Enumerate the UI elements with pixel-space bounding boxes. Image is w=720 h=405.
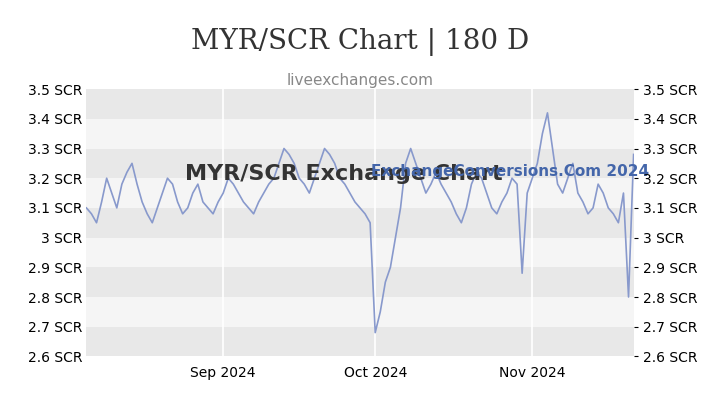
Bar: [86, 89, 634, 119]
Text: MYR/SCR Chart | 180 D: MYR/SCR Chart | 180 D: [191, 28, 529, 56]
Bar: [86, 267, 634, 297]
Bar: [86, 178, 634, 208]
Bar: [86, 327, 634, 356]
Bar: [86, 208, 634, 238]
Text: ExchangeConversions.Com 2024: ExchangeConversions.Com 2024: [371, 164, 649, 179]
Text: liveexchanges.com: liveexchanges.com: [287, 73, 433, 88]
Bar: [86, 297, 634, 327]
Text: MYR/SCR Exchange Chart: MYR/SCR Exchange Chart: [185, 164, 503, 184]
Bar: [86, 149, 634, 178]
Bar: [86, 119, 634, 149]
Bar: [86, 238, 634, 267]
